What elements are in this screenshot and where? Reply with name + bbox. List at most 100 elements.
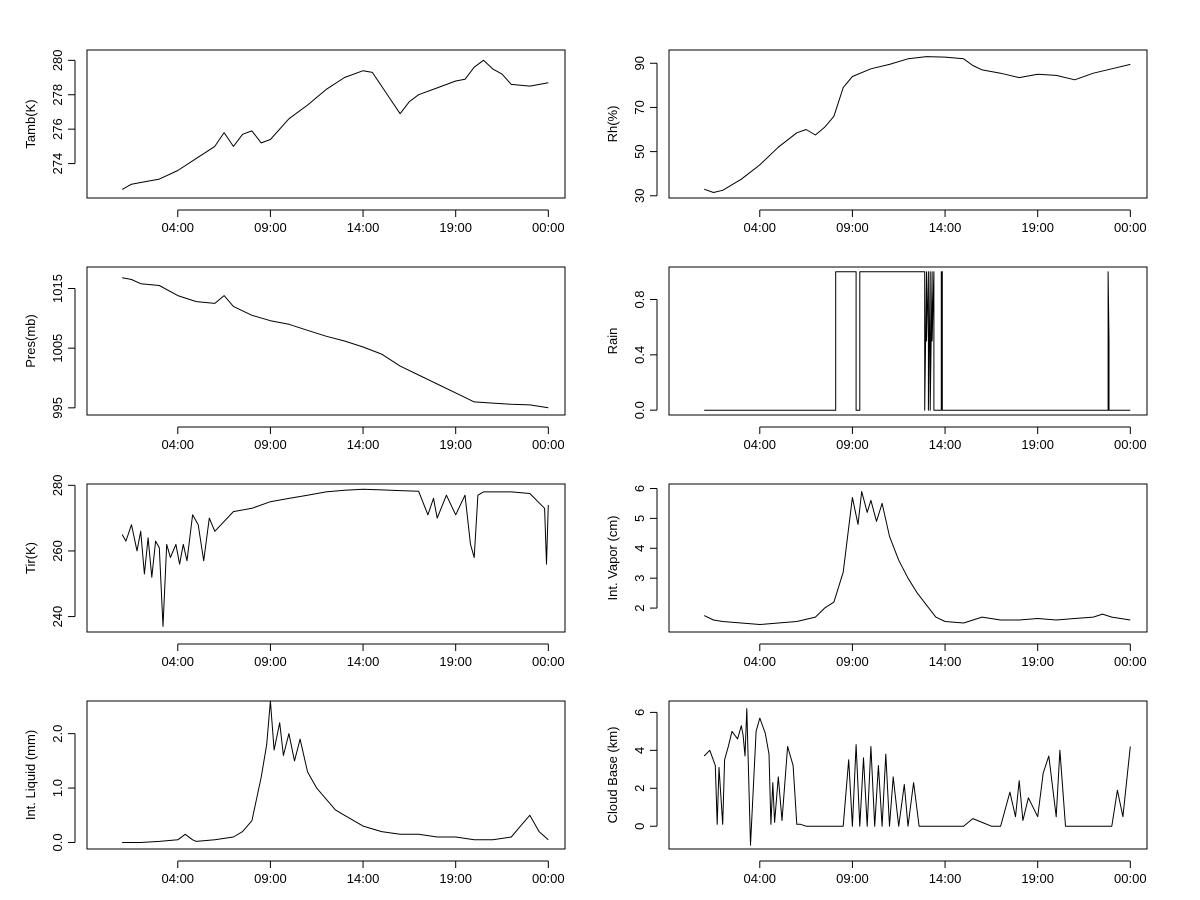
y-tick-label: 0.0 [632,401,647,419]
plot-frame [86,49,566,199]
panel-3: 04:00 09:00 14:00 19:00 00:00 995 1005 1015 Pres… [23,266,566,452]
series-line [121,59,549,190]
x-tick-label: 04:00 [162,220,195,235]
y-axis-label: Tamb(K) [23,99,38,148]
y-tick-label: 6 [632,485,647,492]
x-tick-label: 19:00 [1021,654,1054,669]
y-tick-label: 0.8 [632,290,647,308]
y-axis-label: Cloud Base (km) [605,727,620,824]
y-tick-label: 2 [632,604,647,611]
y-tick-label: 276 [50,118,65,140]
series-line [703,491,1131,625]
panel-5: 04:00 09:00 14:00 19:00 00:00 240 260 280 Tir(K) [23,474,566,669]
x-tick-label: 19:00 [439,871,472,886]
x-tick-label: 00:00 [1114,654,1147,669]
y-axis-label: Int. Vapor (cm) [605,515,620,600]
x-tick-label: 04:00 [744,437,777,452]
x-tick-label: 19:00 [439,654,472,669]
y-tick-label: 274 [50,153,65,175]
x-tick-label: 14:00 [929,220,962,235]
y-tick-label: 280 [50,474,65,496]
x-tick-label: 14:00 [929,437,962,452]
plot-frame [86,483,566,633]
y-tick-label: 70 [632,100,647,114]
x-tick-label: 00:00 [532,437,565,452]
plot-frame [668,266,1148,416]
y-axis-label: Tir(K) [23,542,38,574]
x-tick-label: 09:00 [836,871,869,886]
x-tick-label: 09:00 [254,654,287,669]
series-line [122,277,549,409]
y-axis-label: Rain [605,328,620,355]
y-tick-label: 0.4 [632,346,647,364]
plot-frame [668,700,1148,850]
x-tick-label: 04:00 [162,871,195,886]
y-tick-label: 260 [50,540,65,562]
x-tick-label: 00:00 [532,871,565,886]
plot-frame [668,483,1148,633]
y-tick-label: 6 [632,709,647,716]
x-tick-label: 19:00 [1021,220,1054,235]
x-tick-label: 14:00 [347,654,380,669]
x-tick-label: 09:00 [836,220,869,235]
x-tick-label: 00:00 [1114,220,1147,235]
y-tick-label: 2 [632,785,647,792]
x-tick-label: 19:00 [439,437,472,452]
panel-4: 04:00 09:00 14:00 19:00 00:00 0.0 0.4 0.8 Rain [605,266,1148,452]
x-tick-label: 09:00 [254,220,287,235]
y-tick-label: 4 [632,545,647,552]
x-tick-label: 04:00 [162,437,195,452]
y-tick-label: 0.0 [50,833,65,851]
series-line [704,56,1131,193]
x-tick-label: 14:00 [929,654,962,669]
y-tick-label: 240 [50,606,65,628]
x-tick-label: 00:00 [532,220,565,235]
plot-frame [86,266,566,416]
x-tick-label: 19:00 [439,220,472,235]
x-tick-label: 09:00 [254,871,287,886]
panel-2: 04:00 09:00 14:00 19:00 00:00 30 50 70 90 Rh(%) [605,49,1148,235]
x-tick-label: 00:00 [1114,871,1147,886]
x-tick-label: 04:00 [744,654,777,669]
y-tick-label: 1005 [50,334,65,363]
y-tick-label: 90 [632,56,647,70]
y-tick-label: 995 [50,397,65,419]
y-axis-label: Int. Liquid (mm) [23,730,38,820]
plot-frame [86,700,566,850]
x-tick-label: 04:00 [162,654,195,669]
y-tick-label: 0 [632,823,647,830]
y-tick-label: 1.0 [50,779,65,797]
x-tick-label: 04:00 [744,871,777,886]
panel-7: 04:00 09:00 14:00 19:00 00:00 0.0 1.0 2.0 Int. L… [23,700,566,886]
x-tick-label: 19:00 [1021,871,1054,886]
x-tick-label: 19:00 [1021,437,1054,452]
x-tick-label: 14:00 [347,437,380,452]
panel-6: 04:00 09:00 14:00 19:00 00:00 2 3 4 5 6 Int. Vapor… [605,483,1148,669]
y-tick-label: 3 [632,575,647,582]
plot-frame [668,49,1148,199]
y-tick-label: 30 [632,189,647,203]
y-axis-label: Pres(mb) [23,314,38,367]
x-tick-label: 14:00 [347,871,380,886]
y-tick-label: 1015 [50,274,65,303]
x-tick-label: 09:00 [836,437,869,452]
y-tick-label: 4 [632,747,647,754]
y-tick-label: 5 [632,515,647,522]
y-axis-label: Rh(%) [605,106,620,143]
y-tick-label: 50 [632,144,647,158]
x-tick-label: 00:00 [1114,437,1147,452]
x-tick-label: 14:00 [929,871,962,886]
panel-8: 04:00 09:00 14:00 19:00 00:00 0 2 4 6 Cloud Base … [605,700,1148,886]
x-tick-label: 09:00 [836,654,869,669]
y-tick-label: 2.0 [50,725,65,743]
x-tick-label: 09:00 [254,437,287,452]
series-line [122,700,549,843]
x-tick-label: 04:00 [744,220,777,235]
x-tick-label: 00:00 [532,654,565,669]
series-line [703,708,1131,846]
x-tick-label: 14:00 [347,220,380,235]
panel-1: 04:00 09:00 14:00 19:00 00:00 274 276 278 280 Tam… [23,49,566,235]
y-tick-label: 278 [50,84,65,106]
series-line [121,488,549,627]
